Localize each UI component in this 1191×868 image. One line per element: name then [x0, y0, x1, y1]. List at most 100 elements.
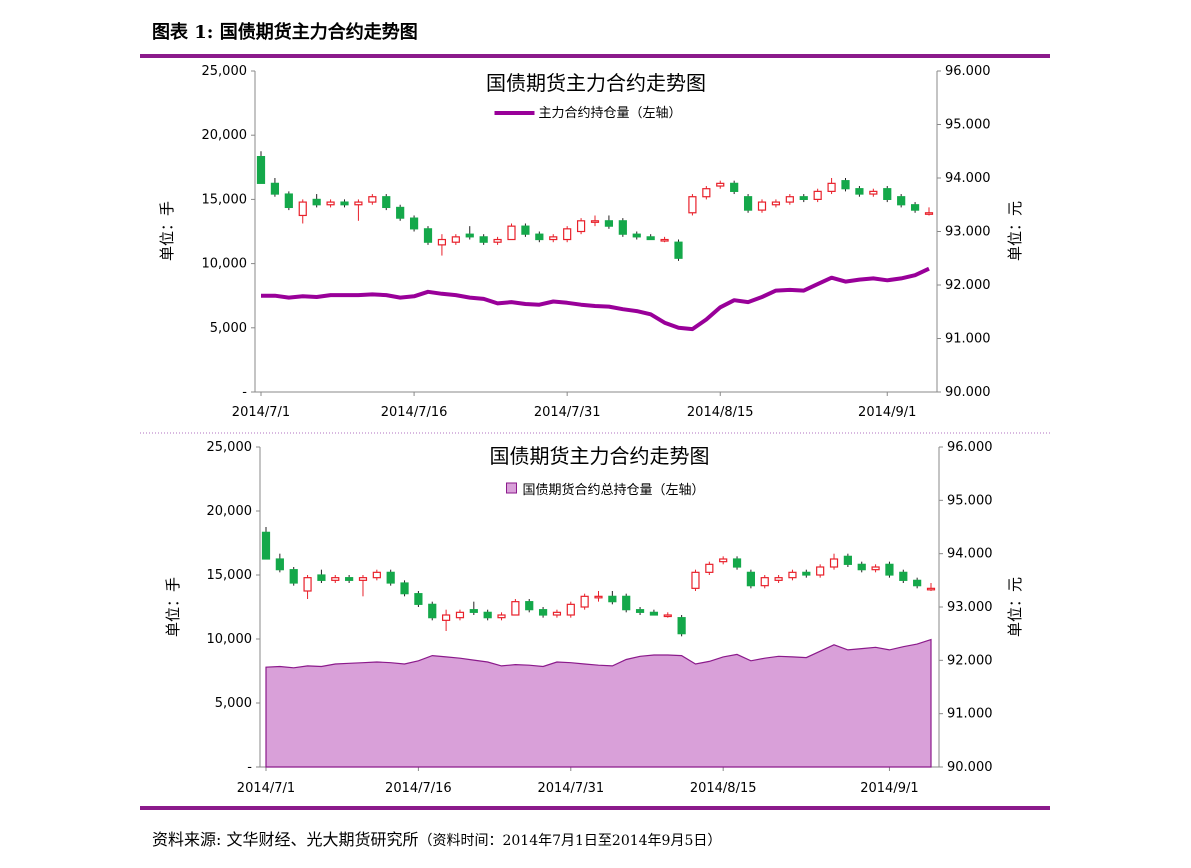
candle-body — [549, 236, 558, 241]
right-tick-label: 94.000 — [947, 547, 993, 562]
candle-body — [428, 603, 437, 619]
candle-body — [317, 574, 326, 581]
candle-body — [275, 558, 284, 571]
candle-body — [469, 609, 478, 613]
candle-body — [326, 201, 335, 206]
chart-title: 国债期货主力合约走势图 — [490, 444, 710, 468]
x-tick-label: 2014/8/15 — [690, 781, 757, 796]
candle-body — [400, 582, 409, 595]
candle-body — [674, 241, 683, 259]
candle-body — [760, 577, 769, 587]
x-tick-label: 2014/9/1 — [858, 405, 916, 420]
candle-body — [552, 611, 562, 616]
x-tick-label: 2014/7/16 — [381, 405, 448, 420]
right-tick-label: 90.000 — [947, 760, 993, 775]
candle-body — [414, 593, 423, 605]
left-tick-label: 5,000 — [215, 696, 252, 711]
candle-body — [646, 236, 655, 241]
right-tick-label: 93.000 — [945, 225, 991, 240]
candle-body — [409, 217, 419, 230]
legend-label: 国债期货合约总持仓量（左轴） — [523, 482, 705, 498]
candle-body — [507, 225, 516, 241]
candle-body — [663, 614, 672, 618]
right-tick-label: 91.000 — [945, 332, 991, 347]
candle-body — [423, 228, 433, 243]
candle-body — [303, 577, 312, 592]
candle-body — [465, 233, 474, 238]
candle-body — [289, 569, 298, 584]
right-tick-label: 90.000 — [945, 385, 991, 400]
candle-body — [535, 233, 544, 241]
candle-body — [608, 595, 617, 603]
candle-body — [719, 558, 728, 563]
candle-body — [312, 198, 321, 206]
candle-body — [910, 204, 920, 211]
candle-body — [649, 611, 659, 616]
candle-body — [855, 188, 864, 195]
candle-body — [372, 571, 381, 579]
left-tick-label: 10,000 — [207, 632, 253, 647]
candle-body — [270, 182, 280, 195]
left-tick-label: - — [242, 385, 247, 400]
left-tick-label: 20,000 — [207, 504, 253, 519]
right-tick-label: 96.000 — [947, 440, 993, 455]
candle-body — [493, 238, 502, 243]
right-tick-label: 93.000 — [947, 600, 993, 615]
left-tick-label: 15,000 — [202, 192, 248, 207]
left-tick-label: 5,000 — [210, 321, 247, 336]
source-note: 资料来源: 文华财经、光大期货研究所（资料时间：2014年7月1日至2014年9… — [152, 826, 721, 850]
candle-body — [622, 595, 631, 611]
x-tick-label: 2014/7/31 — [537, 781, 604, 796]
candle-body — [799, 196, 808, 201]
left-tick-label: 25,000 — [207, 440, 253, 455]
candlestick-series — [261, 527, 936, 637]
candle-body — [705, 563, 714, 573]
candle-body — [827, 182, 836, 192]
right-tick-label: 95.000 — [947, 493, 993, 508]
candle-body — [883, 188, 892, 200]
right-tick-label: 96.000 — [945, 64, 991, 79]
candle-body — [885, 563, 894, 576]
left-tick-label: 20,000 — [202, 128, 248, 143]
candle-body — [580, 595, 589, 608]
candle-body — [479, 236, 488, 243]
candle-body — [635, 609, 645, 613]
right-tick-label: 92.000 — [945, 278, 991, 293]
candle-body — [451, 236, 460, 243]
candle-body — [298, 201, 307, 217]
figure-title: 图表 1: 国债期货主力合约走势图 — [152, 22, 418, 43]
x-tick-label: 2014/7/1 — [232, 405, 290, 420]
candle-body — [331, 577, 340, 581]
candle-body — [691, 571, 700, 589]
source-date-range: （资料时间：2014年7月1日至2014年9月5日） — [418, 833, 722, 849]
candle-body — [483, 611, 492, 619]
candle-body — [256, 156, 266, 184]
legend-swatch-area — [506, 482, 517, 494]
right-tick-label: 92.000 — [947, 653, 993, 668]
candle-body — [382, 196, 391, 209]
left-tick-label: - — [247, 760, 252, 775]
candle-body — [802, 571, 811, 576]
candle-body — [345, 577, 354, 581]
candle-body — [771, 201, 781, 206]
candle-body — [899, 571, 908, 581]
right-axis-title: 单位：元 — [1006, 577, 1024, 637]
candle-body — [757, 201, 767, 211]
candle-body — [566, 603, 575, 616]
candle-body — [730, 182, 739, 192]
left-axis-title: 单位：手 — [158, 201, 176, 261]
candle-body — [358, 577, 368, 581]
candle-body — [437, 238, 447, 246]
candle-body — [926, 587, 936, 591]
candle-body — [829, 558, 839, 568]
candle-body — [261, 531, 271, 560]
candle-body — [455, 611, 465, 619]
right-tick-label: 91.000 — [947, 707, 993, 722]
candle-body — [284, 193, 293, 209]
x-tick-label: 2014/8/15 — [687, 405, 754, 420]
candle-body — [774, 577, 783, 581]
candle-body — [702, 188, 711, 198]
candle-body — [632, 233, 641, 238]
candle-body — [743, 196, 753, 211]
